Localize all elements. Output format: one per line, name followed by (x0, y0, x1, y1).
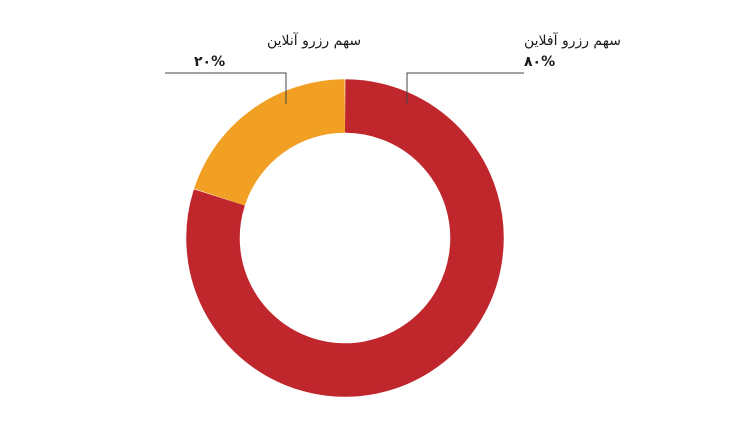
callout-online-leader (165, 72, 287, 104)
slice-offline (186, 79, 504, 397)
callout-offline-value: ۸۰% (524, 54, 555, 70)
slice-online (194, 79, 346, 206)
callout-online-value: ۲۰% (194, 54, 225, 70)
slices-layer (186, 79, 504, 397)
callout-online-label: سهم رزرو آنلاین (267, 32, 361, 49)
callout-offline-leader (406, 72, 524, 104)
callout-online: سهم رزرو آنلاین ۲۰% (165, 32, 361, 104)
callout-offline-label: سهم رزرو آفلاین (524, 32, 621, 49)
callout-offline: سهم رزرو آفلاین ۸۰% (406, 32, 621, 104)
